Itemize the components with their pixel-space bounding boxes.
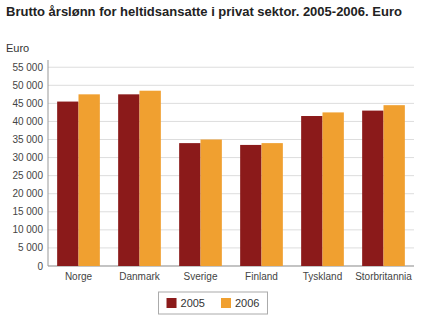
y-tick-label: 0 (37, 261, 43, 272)
grid-line (48, 85, 414, 86)
legend-label: 2006 (235, 297, 259, 309)
grid-line (48, 229, 414, 230)
grid-line (48, 67, 414, 68)
grid-line (48, 247, 414, 248)
bar (57, 102, 78, 266)
bar (384, 105, 405, 266)
title: Brutto årslønn for heltidsansatte i priv… (6, 4, 402, 19)
grid-line (48, 157, 414, 158)
legend-label: 2005 (181, 297, 205, 309)
grid-line (48, 121, 414, 122)
chart: Brutto årslønn for heltidsansatte i priv… (0, 0, 426, 330)
bar (118, 94, 139, 266)
grid (48, 67, 414, 266)
bar (301, 116, 322, 266)
y-tick-label: 35 000 (12, 134, 43, 145)
y-label: Euro (6, 42, 29, 54)
bar (240, 145, 261, 266)
grid-line (48, 193, 414, 194)
x-tick-label: Storbritannia (355, 271, 412, 282)
x-tick-label: Sverige (184, 271, 218, 282)
bar (179, 143, 200, 266)
bar (362, 111, 383, 266)
y-tick-label: 5 000 (18, 242, 43, 253)
y-tick-label: 25 000 (12, 170, 43, 181)
legend-frame (159, 292, 268, 314)
y-axis-line (48, 60, 49, 266)
x-tick-label: Norge (65, 271, 93, 282)
y-tick-label: 45 000 (12, 98, 43, 109)
y-tick-label: 50 000 (12, 80, 43, 91)
bar (79, 94, 100, 266)
y-tick-label: 10 000 (12, 224, 43, 235)
x-tick-label: Finland (245, 271, 278, 282)
grid-line (48, 103, 414, 104)
bar (140, 91, 161, 266)
legend: 2005 2006 (159, 292, 268, 314)
y-tick-label: 20 000 (12, 188, 43, 199)
grid-line (48, 175, 414, 176)
grid-line (48, 266, 414, 267)
x-tick-label: Tyskland (303, 271, 342, 282)
y-tick-label: 30 000 (12, 152, 43, 163)
bar (262, 143, 283, 266)
grid-line (48, 211, 414, 212)
y-tick-label: 40 000 (12, 116, 43, 127)
y-tick-label: 55 000 (12, 62, 43, 73)
grid-line (48, 139, 414, 140)
x-tick-label: Danmark (119, 271, 161, 282)
bars (57, 91, 405, 266)
bar (201, 140, 222, 266)
bar (323, 112, 344, 266)
legend-swatch (221, 298, 231, 308)
x-axis-line (48, 266, 414, 267)
y-tick-label: 15 000 (12, 206, 43, 217)
legend-swatch (167, 298, 177, 308)
